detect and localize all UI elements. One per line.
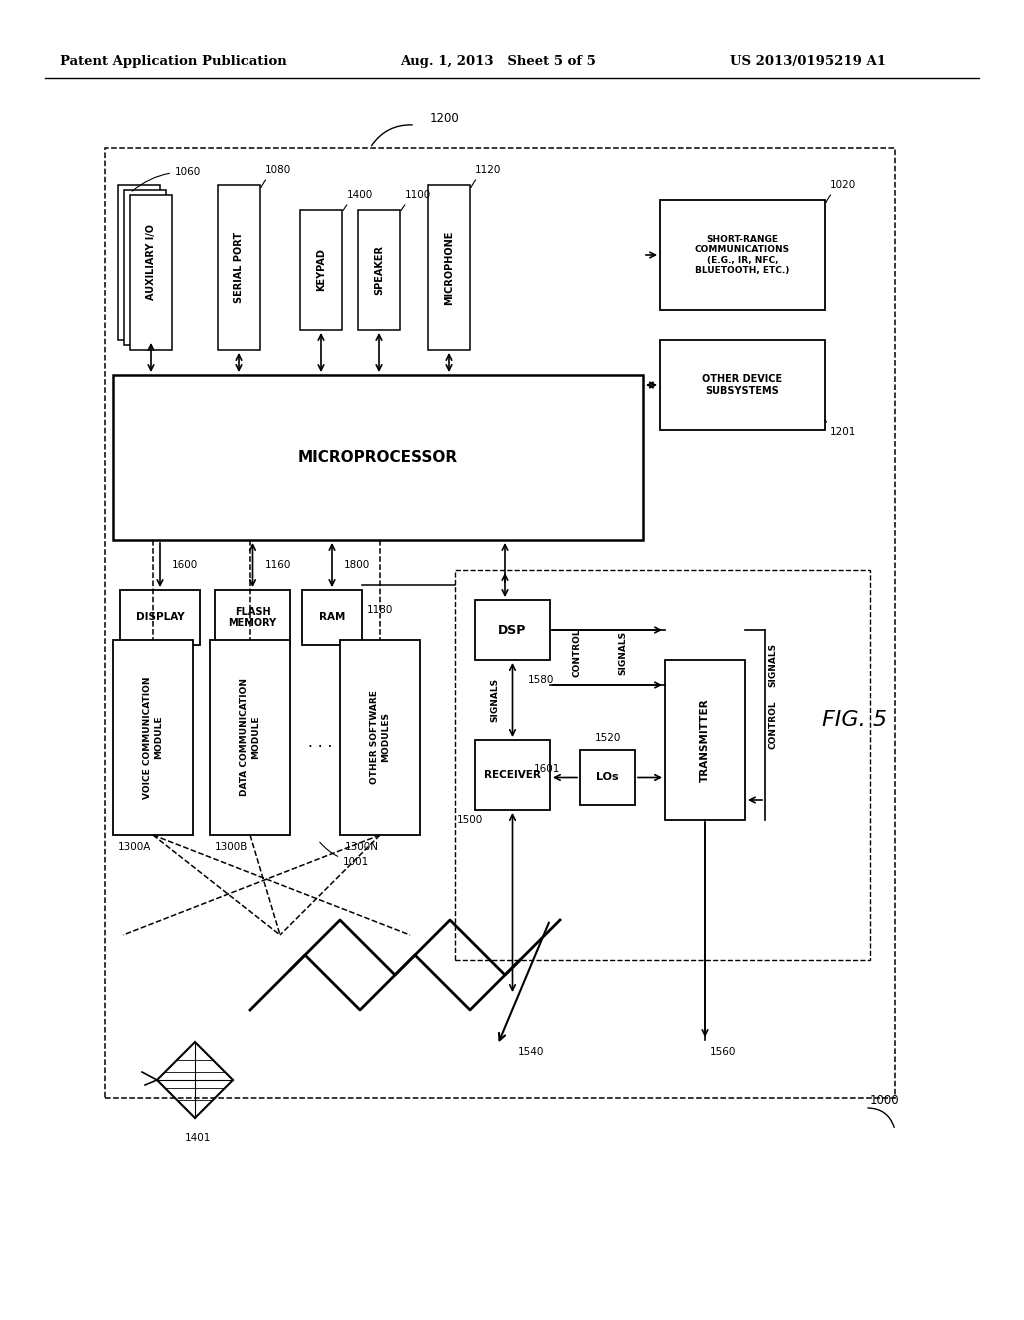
- Text: 1540: 1540: [517, 1047, 544, 1057]
- Text: 1060: 1060: [132, 168, 202, 191]
- Text: 1560: 1560: [710, 1047, 736, 1057]
- Bar: [475, 741, 550, 810]
- Text: SIGNALS: SIGNALS: [768, 643, 777, 688]
- Text: 1300A: 1300A: [118, 842, 152, 851]
- Text: FLASH
MEMORY: FLASH MEMORY: [228, 607, 276, 628]
- Text: 1080: 1080: [261, 165, 291, 187]
- Bar: [210, 640, 290, 836]
- Text: LOs: LOs: [596, 772, 618, 783]
- Text: 1001: 1001: [319, 842, 370, 867]
- Bar: [218, 185, 260, 350]
- Bar: [113, 375, 643, 540]
- Text: 1180: 1180: [367, 605, 393, 615]
- Text: RECEIVER: RECEIVER: [484, 770, 541, 780]
- Text: RAM: RAM: [318, 612, 345, 623]
- Bar: [302, 590, 362, 645]
- Text: 1800: 1800: [344, 560, 371, 570]
- Bar: [358, 210, 400, 330]
- Text: 1520: 1520: [594, 733, 621, 743]
- Text: OTHER DEVICE
SUBSYSTEMS: OTHER DEVICE SUBSYSTEMS: [702, 374, 782, 396]
- Bar: [340, 640, 420, 836]
- Text: DSP: DSP: [499, 623, 526, 636]
- Text: CONTROL: CONTROL: [768, 701, 777, 750]
- Text: AUXILIARY I/O: AUXILIARY I/O: [146, 224, 156, 301]
- Bar: [455, 570, 870, 960]
- Bar: [428, 185, 470, 350]
- Text: 1300B: 1300B: [215, 842, 249, 851]
- Text: SIGNALS: SIGNALS: [618, 631, 627, 675]
- Text: SIGNALS: SIGNALS: [490, 678, 499, 722]
- Text: 1201: 1201: [825, 420, 856, 437]
- Bar: [660, 341, 825, 430]
- Bar: [665, 660, 745, 820]
- Bar: [124, 190, 166, 345]
- Bar: [215, 590, 290, 645]
- Text: 1020: 1020: [826, 180, 856, 202]
- Text: 1160: 1160: [264, 560, 291, 570]
- Text: DATA COMMUNICATION
MODULE: DATA COMMUNICATION MODULE: [241, 678, 260, 796]
- Text: 1601: 1601: [534, 764, 560, 775]
- Text: OTHER SOFTWARE
MODULES: OTHER SOFTWARE MODULES: [371, 690, 390, 784]
- Text: MICROPHONE: MICROPHONE: [444, 230, 454, 305]
- Text: 1600: 1600: [172, 560, 199, 570]
- Bar: [300, 210, 342, 330]
- Bar: [660, 201, 825, 310]
- Text: CONTROL: CONTROL: [573, 628, 582, 677]
- Text: VOICE COMMUNICATION
MODULE: VOICE COMMUNICATION MODULE: [143, 676, 163, 799]
- Text: 1200: 1200: [430, 111, 460, 124]
- Bar: [120, 590, 200, 645]
- Bar: [105, 148, 895, 1098]
- Text: Patent Application Publication: Patent Application Publication: [60, 55, 287, 69]
- Text: 1120: 1120: [471, 165, 502, 187]
- Text: 1580: 1580: [527, 675, 554, 685]
- Bar: [130, 195, 172, 350]
- Bar: [475, 601, 550, 660]
- Bar: [113, 640, 193, 836]
- Text: MICROPROCESSOR: MICROPROCESSOR: [298, 450, 458, 465]
- Text: SPEAKER: SPEAKER: [374, 246, 384, 294]
- Text: SHORT-RANGE
COMMUNICATIONS
(E.G., IR, NFC,
BLUETOOTH, ETC.): SHORT-RANGE COMMUNICATIONS (E.G., IR, NF…: [695, 235, 791, 275]
- Text: 1100: 1100: [401, 190, 431, 210]
- Text: TRANSMITTER: TRANSMITTER: [700, 698, 710, 781]
- Text: DISPLAY: DISPLAY: [136, 612, 184, 623]
- Text: 1400: 1400: [343, 190, 374, 210]
- Text: · · ·: · · ·: [308, 741, 332, 755]
- Text: FIG. 5: FIG. 5: [822, 710, 888, 730]
- Text: SERIAL PORT: SERIAL PORT: [234, 232, 244, 304]
- Text: 1401: 1401: [185, 1133, 211, 1143]
- Text: US 2013/0195219 A1: US 2013/0195219 A1: [730, 55, 886, 69]
- Text: KEYPAD: KEYPAD: [316, 248, 326, 292]
- Text: 1300N: 1300N: [345, 842, 379, 851]
- Bar: [580, 750, 635, 805]
- Bar: [118, 185, 160, 341]
- Text: 1500: 1500: [457, 814, 483, 825]
- Text: Aug. 1, 2013   Sheet 5 of 5: Aug. 1, 2013 Sheet 5 of 5: [400, 55, 596, 69]
- Text: 1000: 1000: [870, 1093, 900, 1106]
